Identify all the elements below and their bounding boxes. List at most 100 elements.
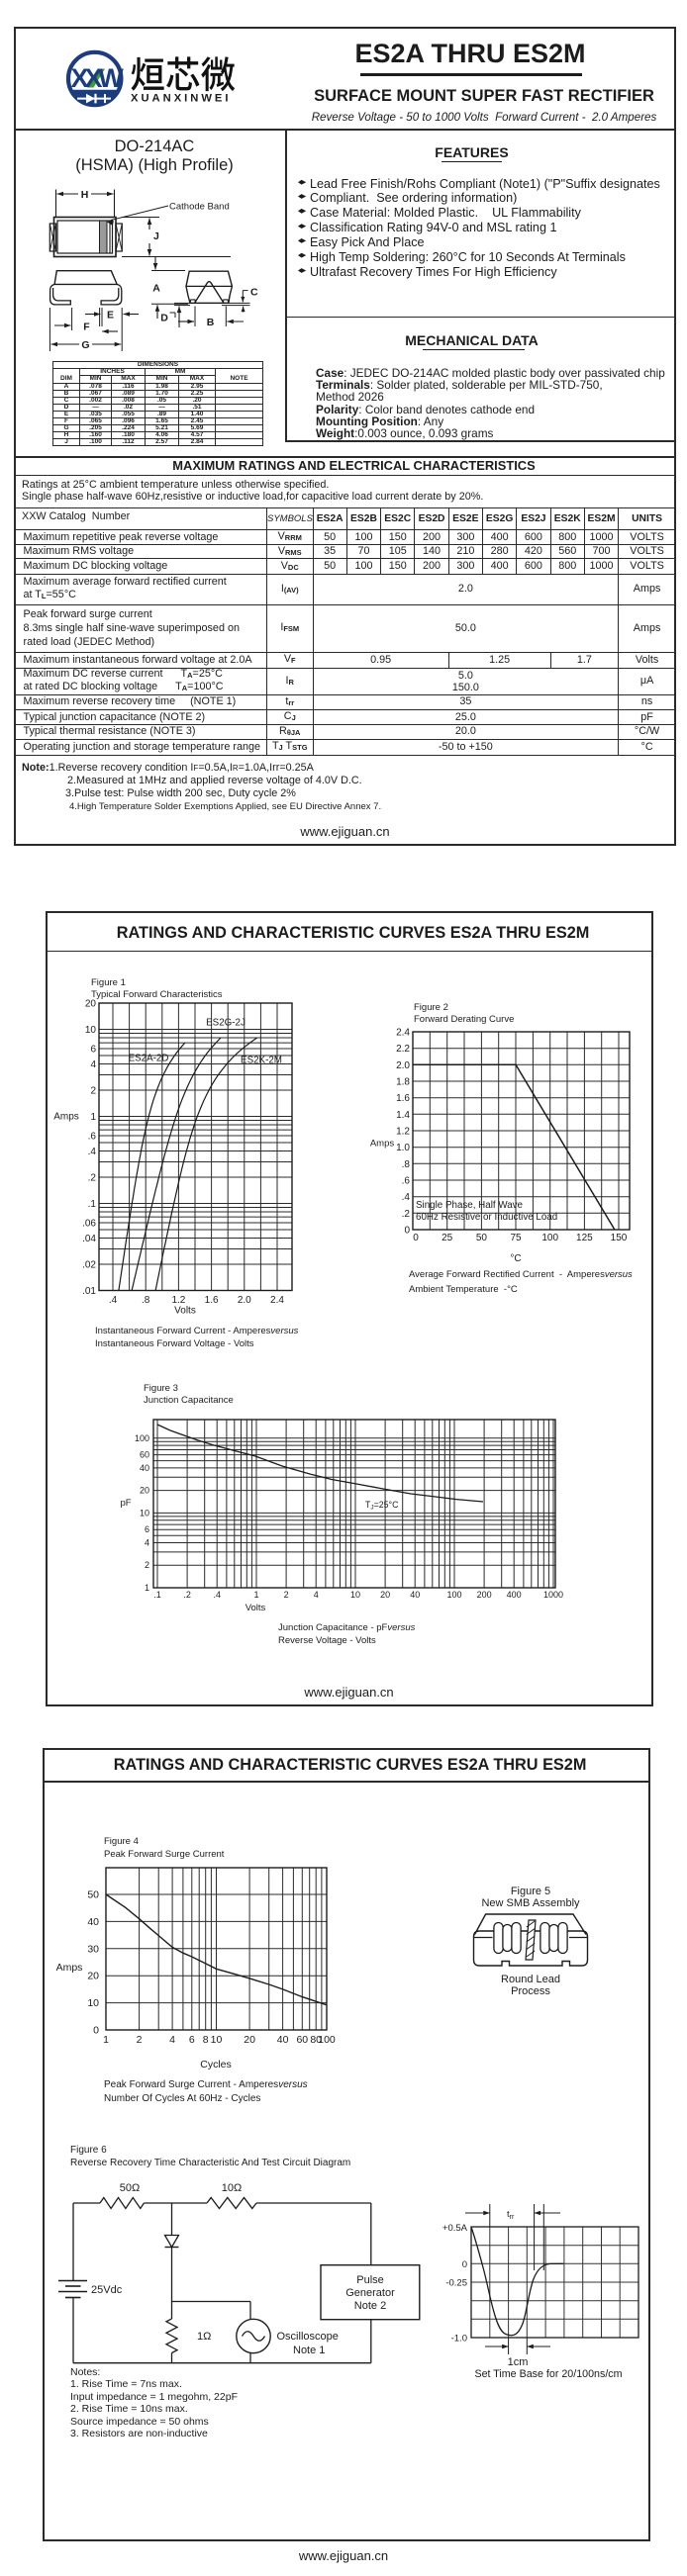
svg-text:1.2: 1.2 (396, 1127, 410, 1138)
svg-text:°C: °C (510, 1253, 521, 1264)
svg-text:100: 100 (135, 1433, 149, 1443)
svg-text:Amps: Amps (56, 1962, 83, 1974)
svg-text:10: 10 (87, 1997, 99, 2009)
svg-text:.4: .4 (402, 1192, 411, 1203)
svg-text:+0.5A: +0.5A (442, 2223, 468, 2234)
svg-text:1.6: 1.6 (205, 1295, 219, 1306)
svg-text:Set Time Base for 20/100ns/cm: Set Time Base for 20/100ns/cm (474, 2368, 622, 2380)
svg-text:6: 6 (145, 1524, 149, 1534)
svg-text:40: 40 (87, 1916, 99, 1928)
svg-text:.06: .06 (82, 1219, 96, 1230)
svg-text:.6: .6 (402, 1176, 411, 1187)
svg-text:2: 2 (284, 1590, 289, 1600)
svg-text:2.4: 2.4 (270, 1295, 284, 1306)
svg-text:0: 0 (413, 1233, 419, 1243)
svg-text:1cm: 1cm (508, 2356, 529, 2368)
svg-text:20: 20 (380, 1590, 390, 1600)
svg-text:10Ω: 10Ω (222, 2182, 242, 2194)
svg-text:125: 125 (576, 1233, 593, 1243)
svg-text:400: 400 (507, 1590, 522, 1600)
svg-text:.01: .01 (82, 1286, 96, 1297)
svg-text:1.6: 1.6 (396, 1093, 410, 1104)
svg-text:25Vdc: 25Vdc (91, 2284, 123, 2296)
svg-text:8: 8 (203, 2034, 209, 2046)
svg-text:100: 100 (446, 1590, 461, 1600)
svg-text:ES2A-2D: ES2A-2D (129, 1054, 169, 1064)
svg-text:.04: .04 (82, 1234, 96, 1244)
svg-text:E: E (107, 310, 114, 322)
svg-text:150: 150 (611, 1233, 628, 1243)
svg-text:1: 1 (253, 1590, 258, 1600)
svg-text:D: D (160, 313, 168, 324)
svg-text:60Hz Resistive or Inductive Lo: 60Hz Resistive or Inductive Load (416, 1212, 557, 1223)
svg-text:1: 1 (145, 1583, 149, 1593)
svg-text:.8: .8 (402, 1159, 411, 1170)
svg-text:.4: .4 (213, 1590, 221, 1600)
svg-text:10: 10 (211, 2034, 223, 2046)
svg-text:A: A (152, 283, 160, 295)
svg-text:B: B (207, 317, 215, 328)
svg-text:Pulse: Pulse (356, 2274, 384, 2286)
svg-text:2.4: 2.4 (396, 1028, 410, 1039)
svg-text:.1: .1 (88, 1199, 97, 1210)
svg-text:J: J (153, 230, 159, 242)
svg-text:.6: .6 (88, 1132, 97, 1143)
svg-text:80: 80 (310, 2034, 322, 2046)
svg-text:30: 30 (87, 1943, 99, 1955)
svg-text:1: 1 (103, 2034, 109, 2046)
svg-text:TJ=25°C: TJ=25°C (365, 1500, 399, 1512)
svg-text:H: H (81, 189, 89, 201)
svg-text:-1.0: -1.0 (451, 2334, 467, 2345)
svg-text:200: 200 (477, 1590, 492, 1600)
svg-text:20: 20 (85, 999, 97, 1010)
svg-text:W: W (98, 63, 124, 93)
svg-text:6: 6 (90, 1045, 96, 1056)
svg-text:50: 50 (476, 1233, 488, 1243)
svg-text:40: 40 (410, 1590, 420, 1600)
svg-text:Amps: Amps (53, 1112, 79, 1123)
svg-text:4: 4 (145, 1538, 149, 1548)
svg-text:Oscilloscope: Oscilloscope (277, 2331, 339, 2343)
svg-text:4: 4 (314, 1590, 319, 1600)
svg-text:2: 2 (90, 1086, 96, 1097)
svg-text:ES2G-2J: ES2G-2J (206, 1018, 245, 1029)
svg-text:Single Phase, Half Wave: Single Phase, Half Wave (416, 1200, 524, 1211)
svg-text:.4: .4 (88, 1147, 97, 1157)
svg-text:10: 10 (350, 1590, 360, 1600)
svg-text:10: 10 (140, 1508, 149, 1518)
svg-text:6: 6 (189, 2034, 195, 2046)
svg-text:75: 75 (510, 1233, 522, 1243)
svg-text:Note 1: Note 1 (293, 2345, 325, 2356)
svg-text:2.0: 2.0 (396, 1060, 410, 1071)
svg-text:60: 60 (296, 2034, 308, 2046)
svg-text:Cycles: Cycles (200, 2059, 232, 2070)
svg-text:trr: trr (507, 2209, 515, 2221)
svg-text:50Ω: 50Ω (120, 2182, 140, 2194)
svg-text:60: 60 (140, 1450, 149, 1460)
svg-text:.2: .2 (88, 1173, 97, 1184)
svg-text:Volts: Volts (174, 1306, 196, 1317)
svg-text:Volts: Volts (245, 1603, 266, 1613)
svg-text:40: 40 (140, 1463, 149, 1473)
svg-text:.2: .2 (183, 1590, 191, 1600)
svg-text:1000: 1000 (543, 1590, 563, 1600)
svg-text:20: 20 (87, 1971, 99, 1982)
svg-text:X: X (70, 63, 88, 93)
svg-text:1: 1 (90, 1112, 96, 1123)
svg-text:0: 0 (404, 1226, 410, 1237)
svg-text:.02: .02 (82, 1260, 96, 1271)
svg-text:25: 25 (442, 1233, 453, 1243)
svg-text:50: 50 (87, 1889, 99, 1901)
svg-text:2: 2 (145, 1560, 149, 1570)
svg-text:XUANXINWEI: XUANXINWEI (131, 93, 231, 105)
svg-text:.4: .4 (109, 1295, 118, 1306)
svg-text:0: 0 (93, 2025, 99, 2037)
svg-text:-0.25: -0.25 (445, 2278, 467, 2289)
svg-text:ES2K-2M: ES2K-2M (241, 1056, 282, 1066)
svg-text:.8: .8 (142, 1295, 150, 1306)
svg-text:4: 4 (169, 2034, 175, 2046)
svg-text:Note 2: Note 2 (354, 2300, 386, 2312)
svg-text:2.2: 2.2 (396, 1044, 410, 1055)
svg-text:pF: pF (120, 1498, 131, 1509)
svg-text:40: 40 (277, 2034, 289, 2046)
